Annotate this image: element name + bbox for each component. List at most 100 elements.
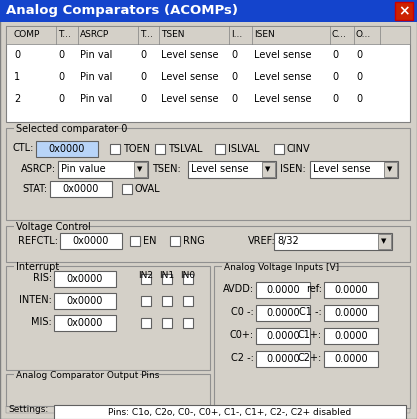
Text: Analog Voltage Inputs [V]: Analog Voltage Inputs [V]: [224, 262, 339, 272]
Bar: [256, 282, 310, 298]
Text: 0: 0: [58, 72, 64, 82]
Text: 0: 0: [140, 50, 146, 60]
Bar: [36, 141, 98, 157]
Bar: [183, 318, 193, 328]
Text: C...: C...: [332, 31, 347, 39]
Bar: [183, 296, 193, 306]
Text: O...: O...: [356, 31, 371, 39]
Bar: [6, 26, 410, 44]
Text: ref:: ref:: [306, 284, 322, 294]
Bar: [324, 305, 378, 321]
Text: COMP: COMP: [14, 31, 40, 39]
Bar: [58, 161, 148, 178]
Text: 0: 0: [231, 72, 237, 82]
Bar: [6, 26, 410, 122]
Text: 0.0000: 0.0000: [266, 285, 300, 295]
Text: Level sense: Level sense: [161, 50, 219, 60]
Text: ▼: ▼: [265, 166, 271, 172]
Text: STAT:: STAT:: [23, 184, 48, 194]
Bar: [50, 181, 112, 197]
Text: Selected comparator 0: Selected comparator 0: [16, 124, 127, 134]
Bar: [274, 233, 392, 250]
Bar: [54, 293, 116, 309]
Bar: [274, 144, 284, 154]
Bar: [14, 374, 140, 376]
Text: TOEN: TOEN: [123, 144, 150, 154]
Text: 0.0000: 0.0000: [334, 331, 368, 341]
Text: 2: 2: [14, 94, 20, 104]
Text: 0: 0: [332, 50, 338, 60]
Text: ▼: ▼: [137, 166, 143, 172]
Text: OVAL: OVAL: [135, 184, 161, 194]
Text: ISLVAL: ISLVAL: [228, 144, 259, 154]
Text: Level sense: Level sense: [254, 94, 311, 104]
Text: T...: T...: [140, 31, 153, 39]
Text: REFCTL:: REFCTL:: [18, 236, 58, 246]
Bar: [54, 405, 406, 419]
Text: 0: 0: [356, 50, 362, 60]
Bar: [256, 351, 310, 367]
Bar: [155, 144, 165, 154]
Text: 0x0000: 0x0000: [63, 184, 99, 194]
Bar: [256, 328, 310, 344]
Text: 0.0000: 0.0000: [266, 354, 300, 364]
Text: Pin val: Pin val: [80, 94, 112, 104]
Bar: [262, 162, 275, 177]
Text: 0: 0: [231, 94, 237, 104]
Text: Pin val: Pin val: [80, 72, 112, 82]
Bar: [14, 226, 81, 228]
Text: 1: 1: [14, 72, 20, 82]
Text: 0: 0: [140, 94, 146, 104]
Text: RIS:: RIS:: [33, 273, 52, 283]
Text: Analog Comparators (ACOMPs): Analog Comparators (ACOMPs): [6, 5, 238, 18]
Text: 0x0000: 0x0000: [49, 144, 85, 154]
Text: C0+:: C0+:: [230, 330, 254, 340]
Bar: [324, 351, 378, 367]
Text: I...: I...: [231, 31, 242, 39]
Text: 0: 0: [356, 72, 362, 82]
Bar: [6, 226, 410, 262]
Text: Pins: C1o, C2o, C0-, C0+, C1-, C1+, C2-, C2+ disabled: Pins: C1o, C2o, C0-, C0+, C1-, C1+, C2-,…: [108, 408, 352, 416]
Text: 0: 0: [231, 50, 237, 60]
Bar: [162, 274, 172, 284]
Bar: [54, 315, 116, 331]
Text: 8/32: 8/32: [277, 236, 299, 246]
Bar: [395, 2, 413, 20]
Text: Pin value: Pin value: [61, 164, 106, 174]
Text: ×: ×: [398, 4, 410, 18]
Text: Level sense: Level sense: [191, 164, 249, 174]
Text: EN: EN: [143, 236, 156, 246]
Bar: [162, 296, 172, 306]
Text: Settings:: Settings:: [8, 404, 48, 414]
Bar: [170, 236, 180, 246]
Text: 0x0000: 0x0000: [73, 236, 109, 246]
Text: Level sense: Level sense: [254, 72, 311, 82]
Bar: [188, 161, 276, 178]
Text: TSEN: TSEN: [161, 31, 184, 39]
Text: 0: 0: [58, 50, 64, 60]
Bar: [130, 236, 140, 246]
Text: CINV: CINV: [287, 144, 311, 154]
Text: C2 -:: C2 -:: [231, 353, 254, 363]
Bar: [54, 271, 116, 287]
Text: IN1: IN1: [159, 272, 175, 280]
Text: Level sense: Level sense: [161, 72, 219, 82]
Text: 0x0000: 0x0000: [67, 318, 103, 328]
Text: Level sense: Level sense: [313, 164, 370, 174]
Text: 0.0000: 0.0000: [266, 331, 300, 341]
Text: Analog Comparator Output Pins: Analog Comparator Output Pins: [16, 370, 159, 380]
Text: IN0: IN0: [181, 272, 196, 280]
Bar: [141, 274, 151, 284]
Text: Interrupt: Interrupt: [16, 262, 59, 272]
Bar: [324, 328, 378, 344]
Text: ASRCP: ASRCP: [80, 31, 109, 39]
Bar: [0, 0, 417, 22]
Bar: [256, 305, 310, 321]
Text: 0: 0: [332, 72, 338, 82]
Bar: [141, 296, 151, 306]
Bar: [6, 266, 210, 370]
Text: C0 -:: C0 -:: [231, 307, 254, 317]
Text: ▼: ▼: [381, 238, 387, 244]
Bar: [14, 128, 106, 130]
Text: 0x0000: 0x0000: [67, 296, 103, 306]
